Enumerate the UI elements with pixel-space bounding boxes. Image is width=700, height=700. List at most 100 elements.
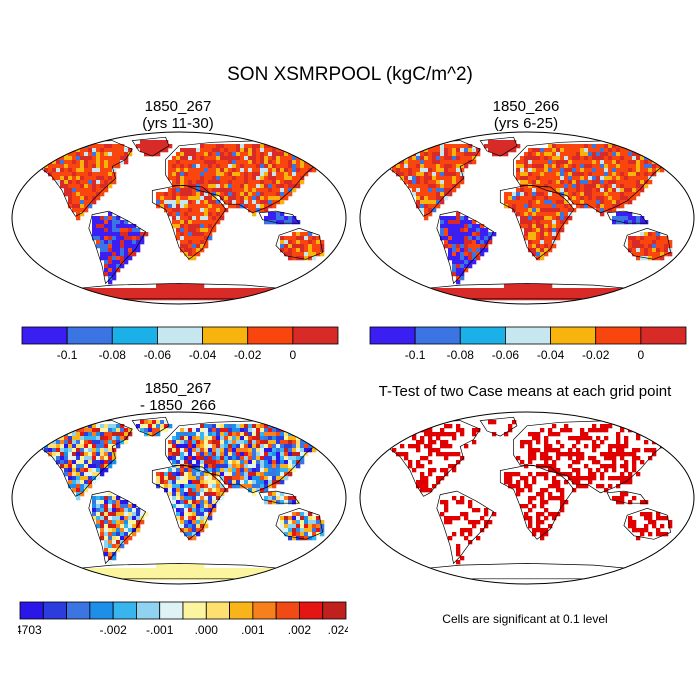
colorbar-swatch (595, 326, 642, 345)
coastline-australia (623, 507, 671, 540)
panel-4-title: T-Test of two Case means at each grid po… (350, 383, 700, 400)
colorbar-swatch (292, 326, 339, 345)
colorbar-label: -0.1 (57, 348, 78, 362)
coastline-africa (499, 184, 575, 260)
colorbar-swatch (111, 326, 158, 345)
colorbar-swatch (21, 326, 68, 345)
colorbar-label: .002 (288, 623, 312, 637)
coastline-australia (275, 507, 323, 540)
colorbar-label: -0.02 (234, 348, 262, 362)
panel-3-title-line1: 1850_267 (144, 380, 212, 397)
panel-4-title-line1: T-Test of two Case means at each grid po… (378, 383, 672, 400)
panel-1-title: 1850_267 (yrs 11-30) (8, 98, 348, 132)
colorbar-swatch (89, 601, 114, 620)
coastline-greenland (479, 416, 518, 437)
colorbar-swatch (640, 326, 687, 345)
coastline-africa (151, 184, 227, 260)
coastline-greenland (131, 136, 170, 157)
colorbar-label: .000 (195, 623, 219, 637)
coastline-north-america (34, 140, 133, 217)
colorbar-label: -0.04 (189, 348, 217, 362)
panel-2-title-line1: 1850_266 (492, 98, 560, 115)
colorbar-swatch (550, 326, 597, 345)
figure-title: SON XSMRPOOL (kgC/m^2) (227, 64, 473, 85)
panel-1-title-line1: 1850_267 (144, 98, 212, 115)
coastline-africa (499, 464, 575, 540)
colorbar-swatch (414, 326, 461, 345)
panel-3-title-line2: - 1850_266 (140, 397, 216, 414)
colorbar-swatch (159, 601, 184, 620)
colorbar-swatch (369, 326, 416, 345)
colorbar-swatch (247, 326, 294, 345)
map-panel-2 (359, 131, 695, 305)
colorbar-label: -0.1 (405, 348, 426, 362)
map-panel-1 (11, 131, 347, 305)
map-panel-3 (11, 411, 347, 585)
colorbar-swatch (229, 601, 254, 620)
land-cells (388, 420, 673, 565)
coastline-south-america (436, 490, 495, 565)
colorbar-label: 0 (290, 348, 297, 362)
colorbar-label: -0.06 (144, 348, 172, 362)
coastlines (34, 136, 324, 300)
colorbar-swatch (66, 326, 113, 345)
colorbar-label: .014703 (18, 623, 42, 637)
colorbar-label: -0.06 (492, 348, 520, 362)
colorbar-label: 0 (638, 348, 645, 362)
colorbar-swatch (112, 601, 137, 620)
coastline-maritime-asia (606, 210, 648, 224)
colorbar-swatch (252, 601, 277, 620)
colorbar-swatch (66, 601, 91, 620)
colorbar-panel-1: -0.1 -0.08 -0.06 -0.04 -0.02 0 (21, 326, 339, 362)
map-border (359, 411, 695, 585)
colorbar-label: -.001 (146, 623, 174, 637)
map-panel-4 (359, 411, 695, 585)
colorbar-swatch (157, 326, 203, 345)
colorbar-label: -0.08 (447, 348, 475, 362)
colorbar-swatch (202, 326, 249, 345)
colorbar-swatch (322, 601, 347, 620)
coastline-australia (275, 227, 323, 260)
map-border (11, 131, 347, 305)
coastline-africa (151, 464, 227, 540)
colorbar-label: -.002 (99, 623, 127, 637)
colorbar-swatch (459, 326, 506, 345)
colorbar-swatch (299, 601, 324, 620)
colorbar-label: -0.02 (582, 348, 610, 362)
colorbar-swatch (19, 601, 44, 620)
map-border (359, 131, 695, 305)
panel-3-title: 1850_267 - 1850_266 (8, 380, 348, 414)
colorbar-swatch (136, 601, 161, 620)
colorbar-swatch (182, 601, 207, 620)
land-cells (40, 420, 325, 581)
panel-2-title-line2: (yrs 6-25) (493, 115, 559, 132)
colorbar-swatch (42, 601, 67, 620)
colorbar-label: -0.08 (99, 348, 127, 362)
colorbar-label: .001 (241, 623, 265, 637)
coastline-north-america (34, 420, 133, 497)
coastline-south-america (436, 210, 495, 285)
map-border (11, 411, 347, 585)
significance-note: Cells are significant at 0.1 level (442, 612, 608, 626)
coastline-south-america (88, 490, 147, 565)
coastline-maritime-asia (606, 490, 648, 504)
land-cells (40, 140, 325, 301)
coastline-greenland (131, 416, 170, 437)
ocean (360, 412, 694, 584)
colorbar-swatch (275, 601, 300, 620)
coastline-maritime-asia (258, 210, 300, 224)
colorbar-label: -0.04 (537, 348, 565, 362)
colorbar-swatch (205, 601, 230, 620)
coastline-greenland (479, 136, 518, 157)
coastline-maritime-asia (258, 490, 300, 504)
colorbar-label: .02445 (328, 623, 348, 637)
colorbar-panel-2: -0.1 -0.08 -0.06 -0.04 -0.02 0 (369, 326, 687, 362)
panel-2-title: 1850_266 (yrs 6-25) (356, 98, 696, 132)
panel-1-title-line2: (yrs 11-30) (142, 115, 214, 132)
coastline-australia (623, 227, 671, 260)
coastline-north-america (382, 140, 481, 217)
coastline-north-america (382, 420, 481, 497)
colorbar-panel-3: .014703 -.002 -.001 .000 .001 .002 .02445 (18, 601, 348, 637)
colorbar-swatch (505, 326, 551, 345)
coastline-south-america (88, 210, 147, 285)
